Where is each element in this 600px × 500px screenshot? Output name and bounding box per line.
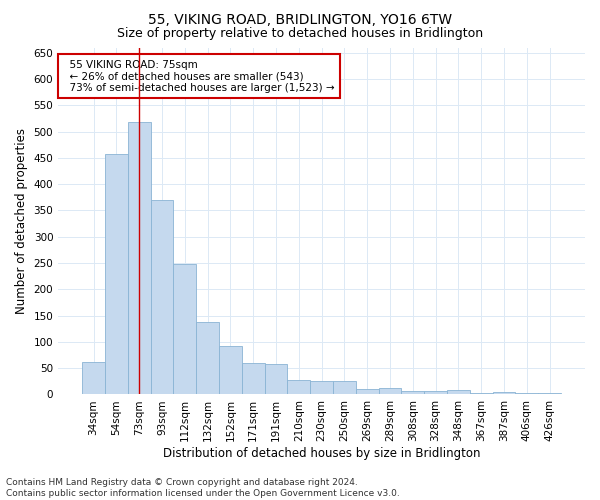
Bar <box>493 392 515 394</box>
Bar <box>82 362 105 394</box>
Bar <box>151 200 173 394</box>
Bar <box>424 392 447 394</box>
Text: 55 VIKING ROAD: 75sqm
  ← 26% of detached houses are smaller (543)
  73% of semi: 55 VIKING ROAD: 75sqm ← 26% of detached … <box>64 60 335 93</box>
Bar <box>515 393 538 394</box>
Y-axis label: Number of detached properties: Number of detached properties <box>15 128 28 314</box>
Bar <box>401 391 424 394</box>
Bar <box>265 364 287 394</box>
Bar <box>242 363 265 394</box>
Bar <box>356 388 379 394</box>
Bar <box>333 381 356 394</box>
Bar <box>128 122 151 394</box>
Bar <box>219 346 242 395</box>
Bar <box>470 393 493 394</box>
Bar <box>379 388 401 394</box>
Bar <box>105 154 128 394</box>
Bar <box>287 380 310 394</box>
Text: Size of property relative to detached houses in Bridlington: Size of property relative to detached ho… <box>117 28 483 40</box>
Bar <box>173 264 196 394</box>
Text: 55, VIKING ROAD, BRIDLINGTON, YO16 6TW: 55, VIKING ROAD, BRIDLINGTON, YO16 6TW <box>148 12 452 26</box>
Bar <box>447 390 470 394</box>
Bar <box>538 393 561 394</box>
Text: Contains HM Land Registry data © Crown copyright and database right 2024.
Contai: Contains HM Land Registry data © Crown c… <box>6 478 400 498</box>
Bar <box>310 381 333 394</box>
X-axis label: Distribution of detached houses by size in Bridlington: Distribution of detached houses by size … <box>163 447 481 460</box>
Bar <box>196 322 219 394</box>
